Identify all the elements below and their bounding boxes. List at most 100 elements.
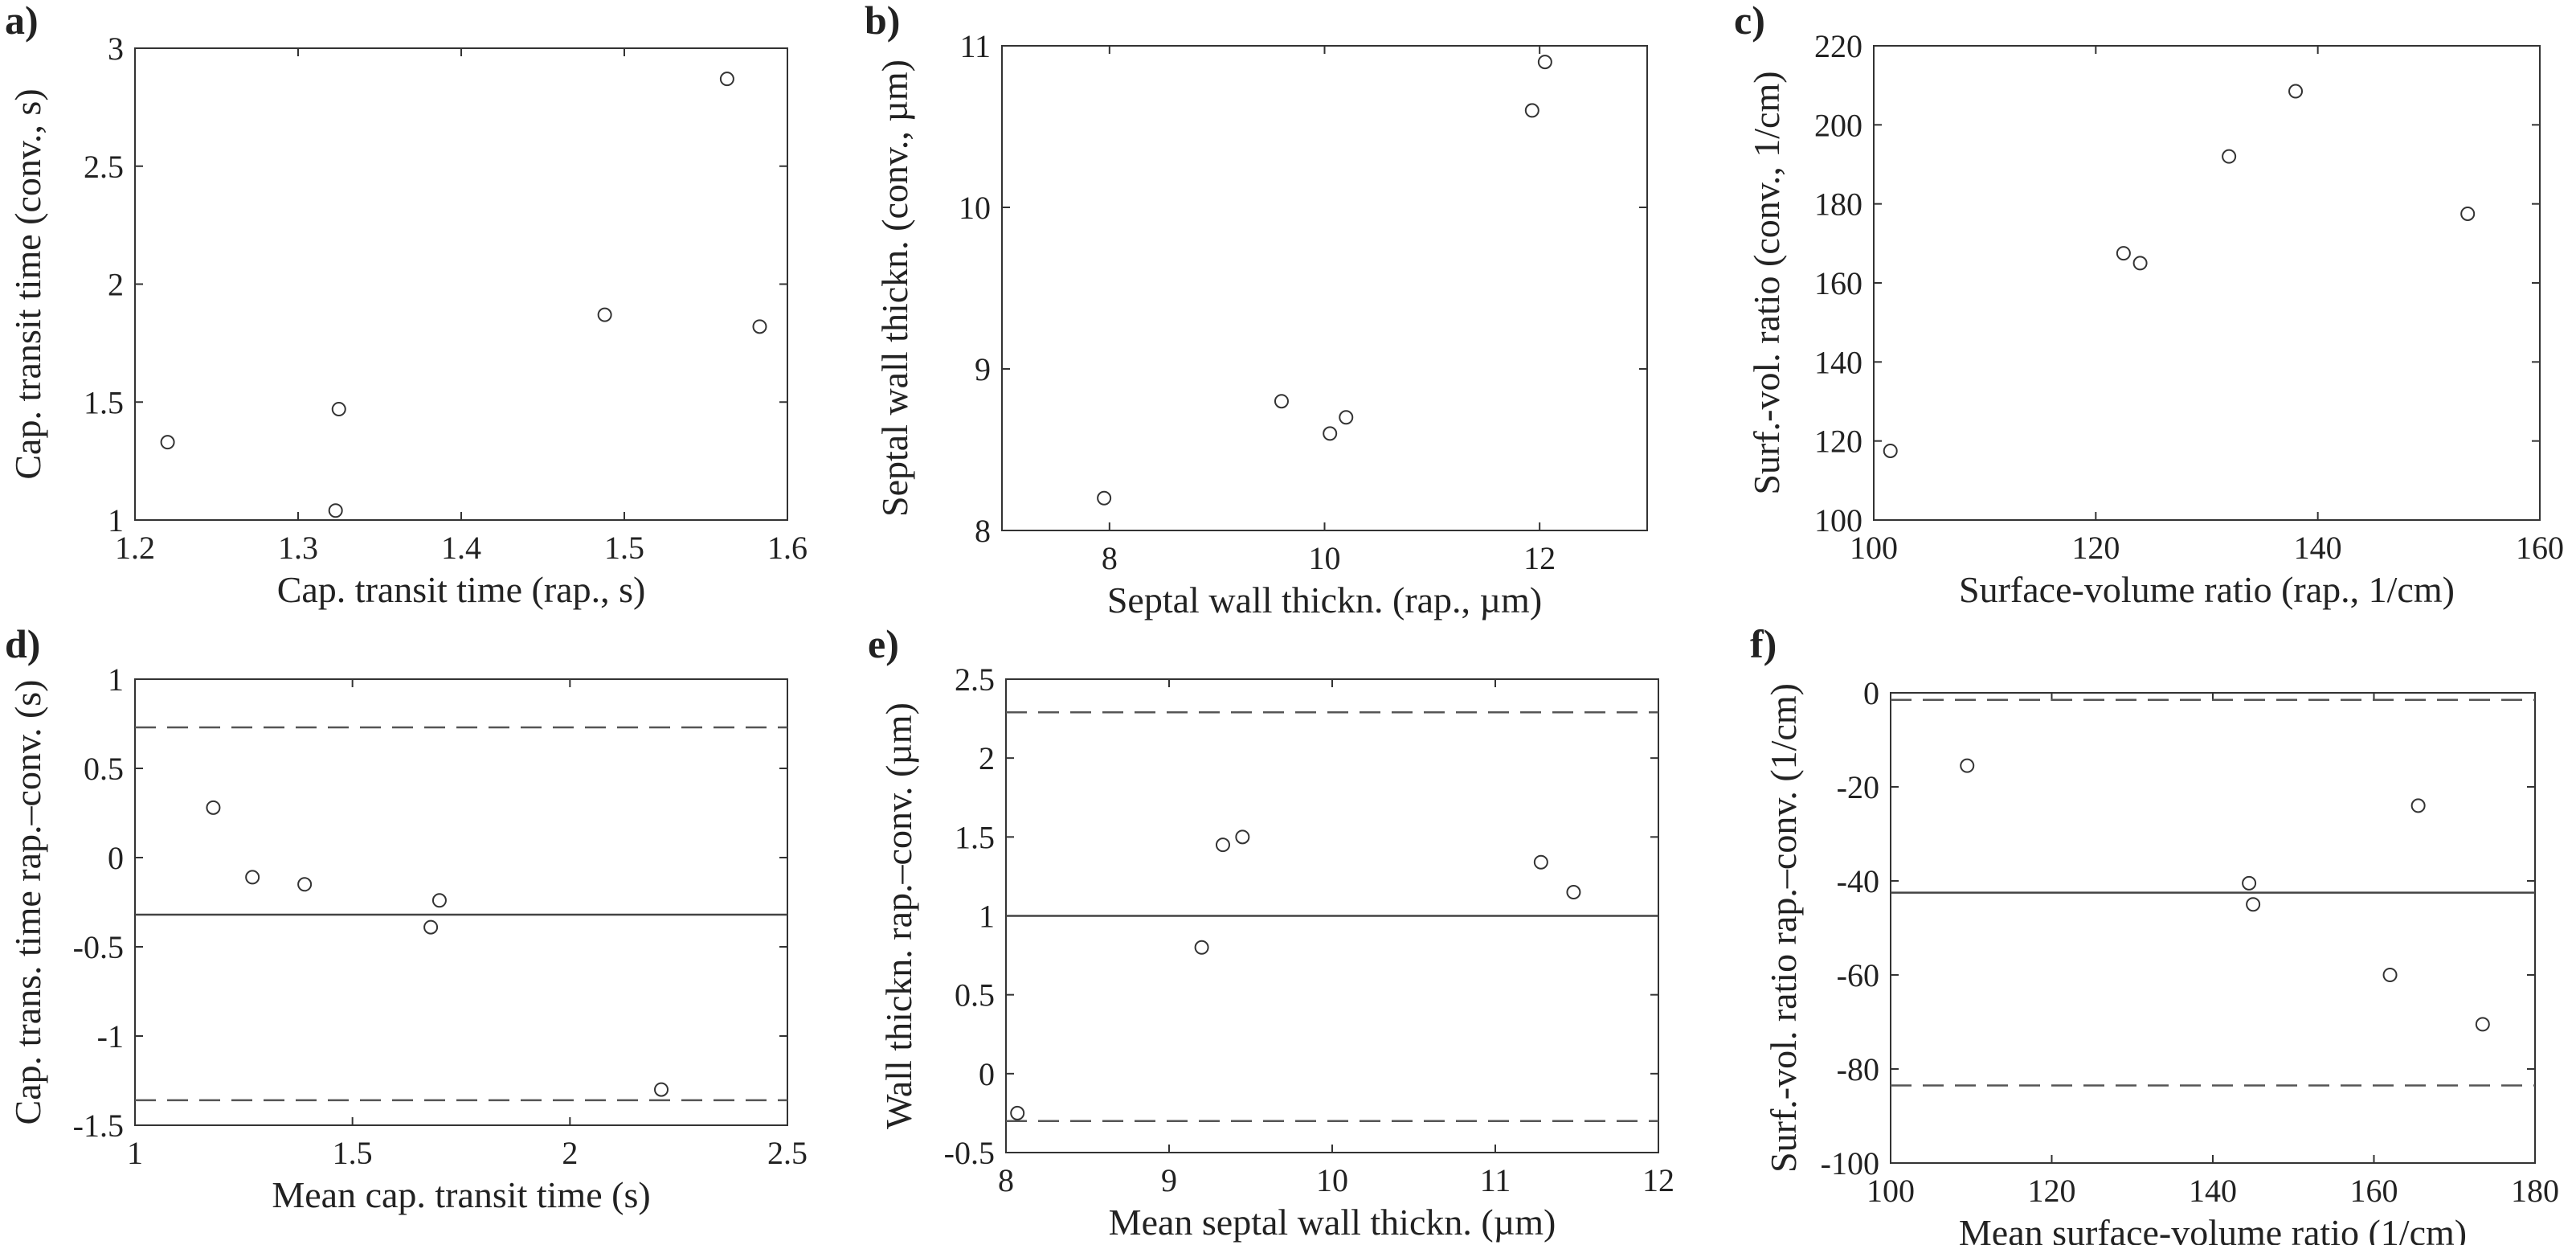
data-point	[1883, 443, 1898, 458]
chart-panel-6: 100 120 140 160 180 -100 -80 -60 -40 -20 0 Mean sur…	[1750, 621, 2559, 1245]
panel-label: f)	[1750, 621, 1777, 666]
data-point	[2382, 968, 2398, 982]
y-tick-label: -60	[1837, 957, 1879, 993]
y-tick-label: -80	[1837, 1051, 1879, 1087]
x-tick-label: 100	[1850, 530, 1898, 566]
y-tick-label: -1.5	[73, 1108, 124, 1144]
y-tick-label: 9	[975, 351, 991, 387]
data-point	[719, 72, 734, 87]
data-point	[1339, 410, 1354, 425]
plot-frame	[1873, 45, 2541, 521]
x-tick-label: 100	[1867, 1173, 1915, 1209]
y-tick-label: 1.5	[955, 819, 995, 855]
x-tick-label: 9	[1161, 1162, 1177, 1198]
y-axis-label: Wall thickn. rap.–conv. (µm)	[878, 702, 919, 1129]
y-tick-label: 160	[1814, 265, 1862, 301]
x-tick-label: 12	[1523, 540, 1556, 576]
data-point	[654, 1082, 669, 1097]
y-tick-label: 200	[1814, 107, 1862, 143]
chart-panel-4: 1 1.5 2 2.5 -1.5 -1 -0.5 0 0.5 1 Mean cap. transit…	[5, 621, 808, 1215]
y-tick-label: 10	[959, 190, 991, 226]
y-axis-label: Septal wall thickn. (conv., µm)	[874, 59, 915, 517]
y-tick-label: 2.5	[84, 149, 124, 185]
plot-frame	[1001, 45, 1648, 531]
x-tick-label: 1	[127, 1135, 143, 1171]
x-tick-label: 180	[2511, 1173, 2559, 1209]
plot-frame	[134, 47, 788, 521]
chart-panel-3: 100 120 140 160 100 120 140 160 180 200 220 Surface…	[1734, 0, 2564, 610]
y-tick-label: 3	[108, 31, 124, 67]
y-tick-label: 220	[1814, 28, 1862, 64]
data-point	[1960, 758, 1975, 773]
y-tick-label: 1	[979, 899, 995, 935]
data-point	[752, 319, 767, 334]
y-axis-label: Cap. transit time (conv., s)	[7, 88, 48, 479]
y-tick-label: 1	[108, 502, 124, 539]
y-tick-label: 180	[1814, 186, 1862, 223]
panel-label: b)	[865, 0, 900, 43]
x-tick-label: 10	[1316, 1162, 1348, 1198]
data-point	[160, 435, 175, 450]
plot-frame	[134, 678, 788, 1126]
x-tick-label: 160	[2350, 1173, 2398, 1209]
x-tick-label: 120	[2028, 1173, 2076, 1209]
panel-label: c)	[1734, 0, 1765, 43]
data-point	[1566, 885, 1581, 900]
y-tick-label: 2	[108, 267, 124, 303]
x-tick-label: 140	[2294, 530, 2342, 566]
data-point	[1194, 940, 1209, 955]
data-point	[245, 870, 260, 885]
y-tick-label: -100	[1821, 1145, 1879, 1182]
x-tick-label: 140	[2189, 1173, 2237, 1209]
y-tick-label: 120	[1814, 424, 1862, 460]
y-tick-label: 0	[1863, 675, 1879, 711]
x-tick-label: 1.4	[441, 530, 481, 566]
data-point	[597, 307, 612, 322]
x-axis-label: Mean surface-volume ratio (1/cm)	[1959, 1212, 2467, 1245]
y-tick-label: 11	[959, 28, 991, 64]
x-axis-label: Surface-volume ratio (rap., 1/cm)	[1959, 569, 2455, 610]
y-axis-label: Cap. trans. time rap.–conv. (s)	[7, 680, 48, 1125]
y-tick-label: -0.5	[944, 1135, 995, 1171]
y-tick-label: -40	[1837, 863, 1879, 899]
data-point	[2246, 897, 2261, 912]
data-point	[2132, 256, 2148, 271]
panel-label: e)	[868, 621, 899, 666]
data-point	[423, 919, 439, 935]
data-point	[2116, 246, 2131, 261]
plot-frame	[1890, 692, 2536, 1164]
y-tick-label: 1	[108, 661, 124, 698]
data-point	[2288, 84, 2304, 99]
panel-label: d)	[5, 621, 40, 666]
data-point	[1524, 103, 1539, 118]
y-tick-label: 0	[979, 1056, 995, 1092]
data-point	[331, 402, 346, 417]
x-axis-label: Cap. transit time (rap., s)	[277, 569, 646, 610]
x-tick-label: 1.6	[767, 530, 808, 566]
data-point	[2475, 1017, 2490, 1032]
y-tick-label: 2	[979, 740, 995, 776]
x-tick-label: 1.5	[604, 530, 644, 566]
x-axis-label: Mean septal wall thickn. (µm)	[1109, 1202, 1556, 1243]
data-point	[431, 893, 447, 908]
data-point	[1274, 394, 1289, 409]
x-tick-label: 8	[1102, 540, 1118, 576]
y-tick-label: 140	[1814, 344, 1862, 380]
x-tick-label: 2	[562, 1135, 578, 1171]
data-point	[1537, 55, 1552, 70]
data-point	[328, 503, 343, 518]
x-tick-label: 12	[1642, 1162, 1674, 1198]
data-point	[2242, 875, 2257, 891]
chart-panel-5: 8 9 10 11 12 -0.5 0 0.5 1 1.5 2 2.5 Mean septal wall…	[868, 621, 1674, 1243]
y-tick-label: -0.5	[73, 929, 124, 965]
x-tick-label: 1.2	[115, 530, 155, 566]
x-tick-label: 1.3	[278, 530, 318, 566]
data-point	[2222, 149, 2237, 164]
data-point	[2460, 206, 2476, 221]
y-tick-label: 0	[108, 840, 124, 876]
y-tick-label: 8	[975, 513, 991, 549]
y-tick-label: -20	[1837, 769, 1879, 805]
y-tick-label: 2.5	[955, 661, 995, 698]
y-tick-label: 1.5	[84, 384, 124, 420]
